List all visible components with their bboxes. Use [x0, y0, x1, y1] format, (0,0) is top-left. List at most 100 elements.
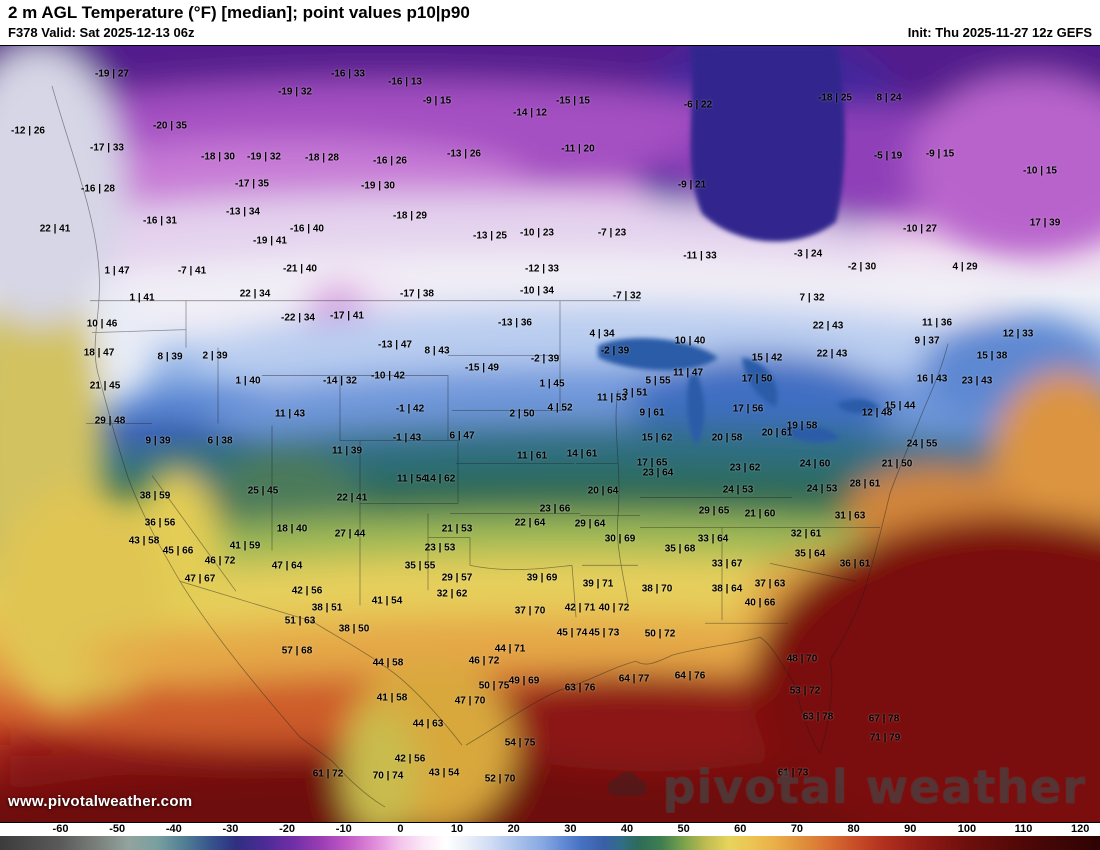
point-value: -15 | 49 [465, 362, 499, 374]
point-value: 22 | 43 [812, 320, 844, 332]
point-value: 37 | 63 [754, 578, 786, 590]
point-value: 23 | 53 [424, 542, 456, 554]
point-value: 36 | 61 [839, 558, 871, 570]
point-value: 44 | 58 [372, 657, 404, 669]
colorbar-tick-label: 10 [450, 823, 464, 835]
colorbar-ticks: -60 -50 -40 -30 -20 -10 0 10 20 30 40 50 60 70 80 90 100… [0, 823, 1100, 836]
point-value: 38 | 59 [139, 490, 171, 502]
point-value: -10 | 15 [1023, 165, 1057, 177]
point-value: 2 | 39 [202, 350, 228, 362]
point-value: -9 | 21 [677, 179, 707, 191]
point-value: -16 | 31 [143, 215, 177, 227]
point-value: 21 | 60 [744, 508, 776, 520]
point-value: 45 | 74 [556, 627, 588, 639]
point-value: 42 | 56 [394, 753, 426, 765]
point-value: -13 | 47 [378, 339, 412, 351]
pacific-coastline [51, 85, 386, 808]
point-value: 39 | 69 [526, 572, 558, 584]
point-value: -13 | 26 [447, 148, 481, 160]
point-value: 11 | 54 [396, 473, 428, 485]
point-value: 11 | 47 [672, 367, 704, 379]
point-value: 29 | 64 [574, 518, 606, 530]
colorbar-tick-label: -50 [109, 823, 126, 835]
point-value: 20 | 58 [711, 432, 743, 444]
point-value: 22 | 34 [239, 288, 271, 300]
point-value: -3 | 24 [793, 248, 823, 260]
point-value: -13 | 36 [498, 317, 532, 329]
colorbar-tick-label: 30 [564, 823, 577, 835]
point-value: -5 | 19 [873, 150, 903, 162]
point-value: -19 | 32 [278, 86, 312, 98]
point-value: -18 | 25 [818, 92, 852, 104]
point-value: 11 | 39 [331, 445, 363, 457]
point-value: -20 | 35 [153, 120, 187, 132]
point-value: -2 | 39 [600, 345, 630, 357]
point-value: -18 | 30 [201, 151, 235, 163]
point-value: 67 | 78 [868, 713, 900, 725]
mexico-border [179, 580, 463, 746]
point-value: 20 | 61 [761, 427, 793, 439]
lake-michigan [687, 373, 705, 446]
point-value: -10 | 27 [903, 223, 937, 235]
point-value: -10 | 42 [371, 370, 405, 382]
colorbar-tick-label: 40 [620, 823, 634, 835]
point-value: 40 | 66 [744, 597, 776, 609]
point-value: 43 | 54 [428, 767, 460, 779]
point-value: 10 | 40 [674, 335, 706, 347]
colorbar-tick-label: -40 [165, 823, 182, 835]
atlantic-gulf-coastline [465, 343, 949, 754]
point-value: -7 | 41 [177, 265, 207, 277]
point-value: 49 | 69 [508, 675, 540, 687]
map-canvas[interactable]: -19 | 27 -16 | 33 -16 | 13 -19 | 32 -9 | 15 -… [0, 45, 1100, 822]
brand-watermark-text: pivotal weather [662, 760, 1086, 814]
point-value: -16 | 26 [373, 155, 407, 167]
point-value: 6 | 47 [449, 430, 475, 442]
point-value: 45 | 66 [162, 545, 194, 557]
point-value: -14 | 32 [323, 375, 357, 387]
point-value: -19 | 27 [95, 68, 129, 80]
point-value: 5 | 55 [645, 375, 671, 387]
point-value: 21 | 53 [441, 523, 473, 535]
lake-superior [598, 337, 718, 371]
point-value: 12 | 48 [861, 407, 893, 419]
point-value: 23 | 66 [539, 503, 571, 515]
point-value: 1 | 47 [104, 265, 130, 277]
point-value: 7 | 32 [799, 292, 825, 304]
point-value: -16 | 33 [331, 68, 365, 80]
point-value: 45 | 73 [588, 627, 620, 639]
point-value: -18 | 28 [305, 152, 339, 164]
point-value: 22 | 41 [336, 492, 368, 504]
point-value: 3 | 51 [622, 387, 648, 399]
point-value: 23 | 43 [961, 375, 993, 387]
point-value: 70 | 74 [372, 770, 404, 782]
point-value: 15 | 42 [751, 352, 783, 364]
point-value: 63 | 76 [564, 682, 596, 694]
point-value: 48 | 70 [786, 653, 818, 665]
point-value: 9 | 61 [639, 407, 665, 419]
point-value: 35 | 64 [794, 548, 826, 560]
point-value: 64 | 77 [618, 673, 650, 685]
point-value: 41 | 59 [229, 540, 261, 552]
state-borders [51, 85, 949, 808]
point-value: -17 | 38 [400, 288, 434, 300]
point-value: 24 | 55 [906, 438, 938, 450]
lake-ontario [836, 399, 880, 414]
point-value: 18 | 40 [276, 523, 308, 535]
colorbar-tick-label: -10 [335, 823, 352, 835]
hudson-bay [690, 46, 845, 242]
point-value: -17 | 41 [330, 310, 364, 322]
colorbar-tick-label: 120 [1071, 823, 1090, 835]
water-bodies [598, 46, 880, 446]
point-value: 24 | 53 [722, 484, 754, 496]
point-value: 40 | 72 [598, 602, 630, 614]
point-value: 38 | 51 [311, 602, 343, 614]
point-value: 43 | 58 [128, 535, 160, 547]
lake-huron [742, 357, 778, 408]
init-time: Init: Thu 2025-11-27 12z GEFS [907, 25, 1092, 40]
point-value: 21 | 50 [881, 458, 913, 470]
point-value: 64 | 76 [674, 670, 706, 682]
point-value: 71 | 79 [869, 732, 901, 744]
point-value: -2 | 39 [530, 353, 560, 365]
point-value: -18 | 29 [393, 210, 427, 222]
point-value: 4 | 34 [589, 328, 615, 340]
